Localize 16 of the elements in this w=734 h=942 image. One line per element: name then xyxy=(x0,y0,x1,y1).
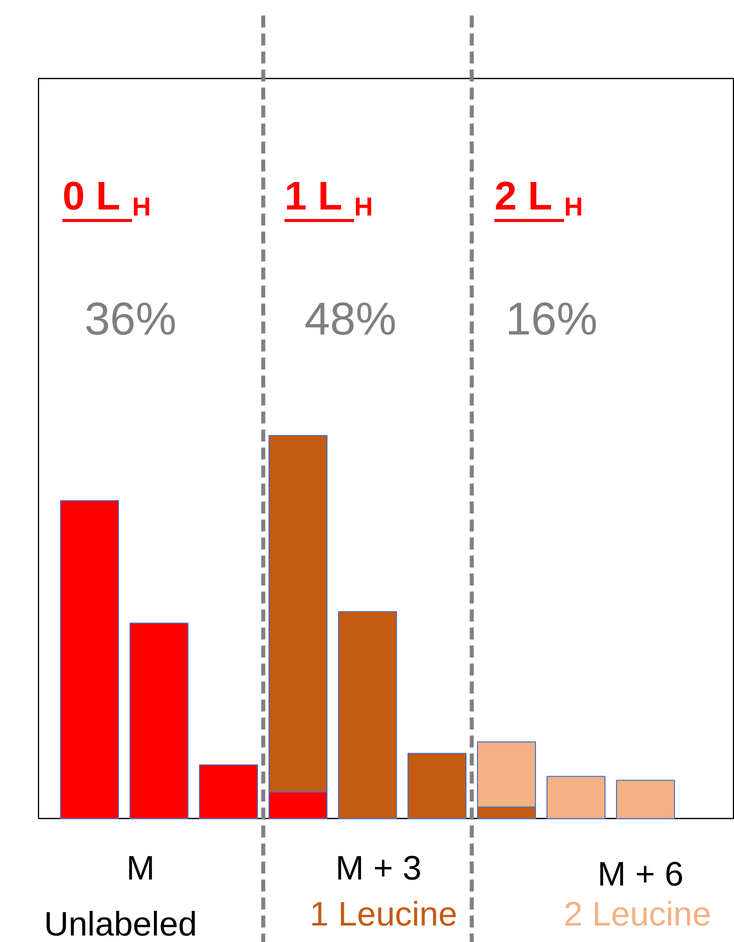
text: Unlabeled xyxy=(44,906,198,942)
bar xyxy=(408,752,466,819)
text: 48% xyxy=(304,292,397,344)
bar xyxy=(338,611,397,819)
text: 2 Leucine xyxy=(564,896,712,934)
bar xyxy=(546,776,606,819)
bar xyxy=(60,500,119,819)
bar xyxy=(199,764,258,819)
text: 1 Leucine xyxy=(310,896,458,934)
text: M + 6 xyxy=(598,856,684,894)
bar xyxy=(130,622,188,819)
text: M xyxy=(126,850,155,888)
text: 16% xyxy=(505,292,598,344)
text: M + 3 xyxy=(336,850,422,888)
bar xyxy=(616,780,675,819)
text: 36% xyxy=(84,292,177,344)
